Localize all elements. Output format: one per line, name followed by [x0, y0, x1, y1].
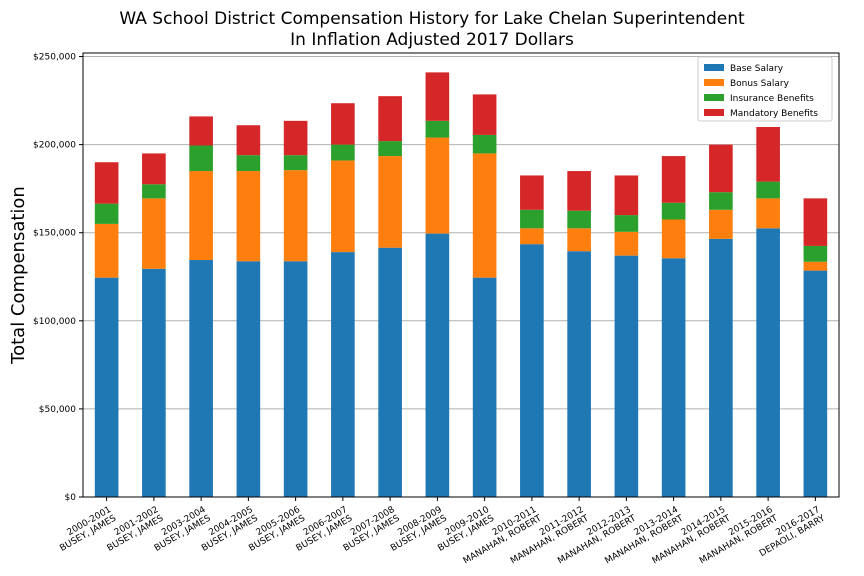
y-tick-label: $50,000 [39, 405, 76, 415]
bar-bonus-salary [236, 171, 261, 262]
bar-insurance-benefits [520, 209, 544, 229]
bar-base-salary [661, 258, 686, 497]
bar-insurance-benefits [472, 134, 497, 154]
bar-insurance-benefits [425, 120, 450, 138]
bar-insurance-benefits [236, 155, 261, 172]
legend: Base Salary Bonus Salary Insurance Benefit… [697, 56, 833, 122]
bar-mandatory-benefits [142, 153, 166, 185]
bar-insurance-benefits [756, 181, 780, 199]
bar-base-salary [142, 268, 166, 497]
bar-base-salary [709, 238, 733, 497]
bar-bonus-salary [661, 219, 686, 259]
bar-insurance-benefits [378, 141, 402, 157]
bar-bonus-salary [520, 228, 544, 245]
bar-bonus-salary [472, 153, 497, 278]
legend-label: Bonus Salary [730, 79, 790, 89]
y-axis-label: Total Compensation [8, 186, 29, 365]
bar-base-salary [283, 261, 308, 497]
bar-bonus-salary [425, 137, 450, 234]
chart-title: WA School District Compensation History … [119, 9, 745, 29]
bar-base-salary [803, 270, 828, 497]
legend-swatch [704, 79, 724, 86]
legend-box [697, 56, 833, 122]
bar-bonus-salary [614, 231, 639, 256]
bar-insurance-benefits [283, 155, 308, 171]
bar-mandatory-benefits [283, 120, 308, 156]
bar-base-salary [756, 228, 780, 498]
bar-insurance-benefits [331, 144, 355, 161]
legend-label: Mandatory Benefits [730, 109, 818, 119]
bar-insurance-benefits [709, 192, 733, 210]
bar-base-salary [520, 244, 544, 497]
bar-mandatory-benefits [378, 96, 402, 142]
bar-base-salary [94, 277, 119, 497]
y-tick-label: $250,000 [33, 53, 76, 63]
bar-bonus-salary [331, 160, 355, 253]
bar-mandatory-benefits [520, 175, 544, 210]
bar-insurance-benefits [567, 210, 591, 229]
y-axis-ticks: $0 $50,000 $100,000 $150,000 $200,000 $250,00… [33, 53, 83, 503]
bar-insurance-benefits [803, 245, 828, 262]
bar-base-salary [236, 261, 261, 497]
bar-base-salary [189, 260, 213, 497]
y-tick-label: $0 [65, 493, 77, 503]
bar-mandatory-benefits [236, 125, 261, 156]
bar-base-salary [472, 277, 497, 497]
bar-bonus-salary [756, 198, 780, 229]
bars-group [94, 72, 828, 498]
bar-mandatory-benefits [567, 171, 591, 211]
y-tick-label: $150,000 [33, 229, 76, 239]
legend-swatch [704, 94, 724, 101]
bar-base-salary [425, 233, 450, 497]
bar-mandatory-benefits [189, 116, 213, 146]
legend-label: Insurance Benefits [730, 94, 814, 104]
legend-swatch [704, 109, 724, 116]
bar-base-salary [614, 255, 639, 497]
bar-base-salary [567, 251, 591, 497]
y-tick-label: $200,000 [33, 141, 76, 151]
chart-subtitle: In Inflation Adjusted 2017 Dollars [290, 30, 574, 50]
bar-insurance-benefits [189, 145, 213, 172]
bar-bonus-salary [803, 261, 828, 271]
bar-insurance-benefits [661, 202, 686, 220]
bar-bonus-salary [142, 198, 166, 269]
bar-bonus-salary [94, 223, 119, 278]
y-tick-label: $100,000 [33, 317, 76, 327]
bar-base-salary [331, 252, 355, 497]
bar-bonus-salary [709, 209, 733, 239]
bar-mandatory-benefits [425, 72, 450, 121]
bar-bonus-salary [283, 170, 308, 262]
bar-mandatory-benefits [614, 175, 639, 216]
bar-base-salary [378, 247, 402, 497]
bar-mandatory-benefits [756, 127, 780, 182]
bar-mandatory-benefits [661, 156, 686, 203]
bar-mandatory-benefits [709, 144, 733, 193]
bar-mandatory-benefits [94, 162, 119, 204]
bar-mandatory-benefits [331, 103, 355, 145]
bar-bonus-salary [189, 171, 213, 261]
bar-mandatory-benefits [472, 94, 497, 135]
legend-swatch [704, 64, 724, 71]
bar-insurance-benefits [142, 184, 166, 199]
bar-bonus-salary [378, 156, 402, 248]
bar-insurance-benefits [614, 215, 639, 232]
legend-label: Base Salary [730, 64, 784, 74]
bar-mandatory-benefits [803, 198, 828, 246]
bar-insurance-benefits [94, 203, 119, 224]
bar-bonus-salary [567, 228, 591, 252]
plot-frame [82, 52, 840, 498]
